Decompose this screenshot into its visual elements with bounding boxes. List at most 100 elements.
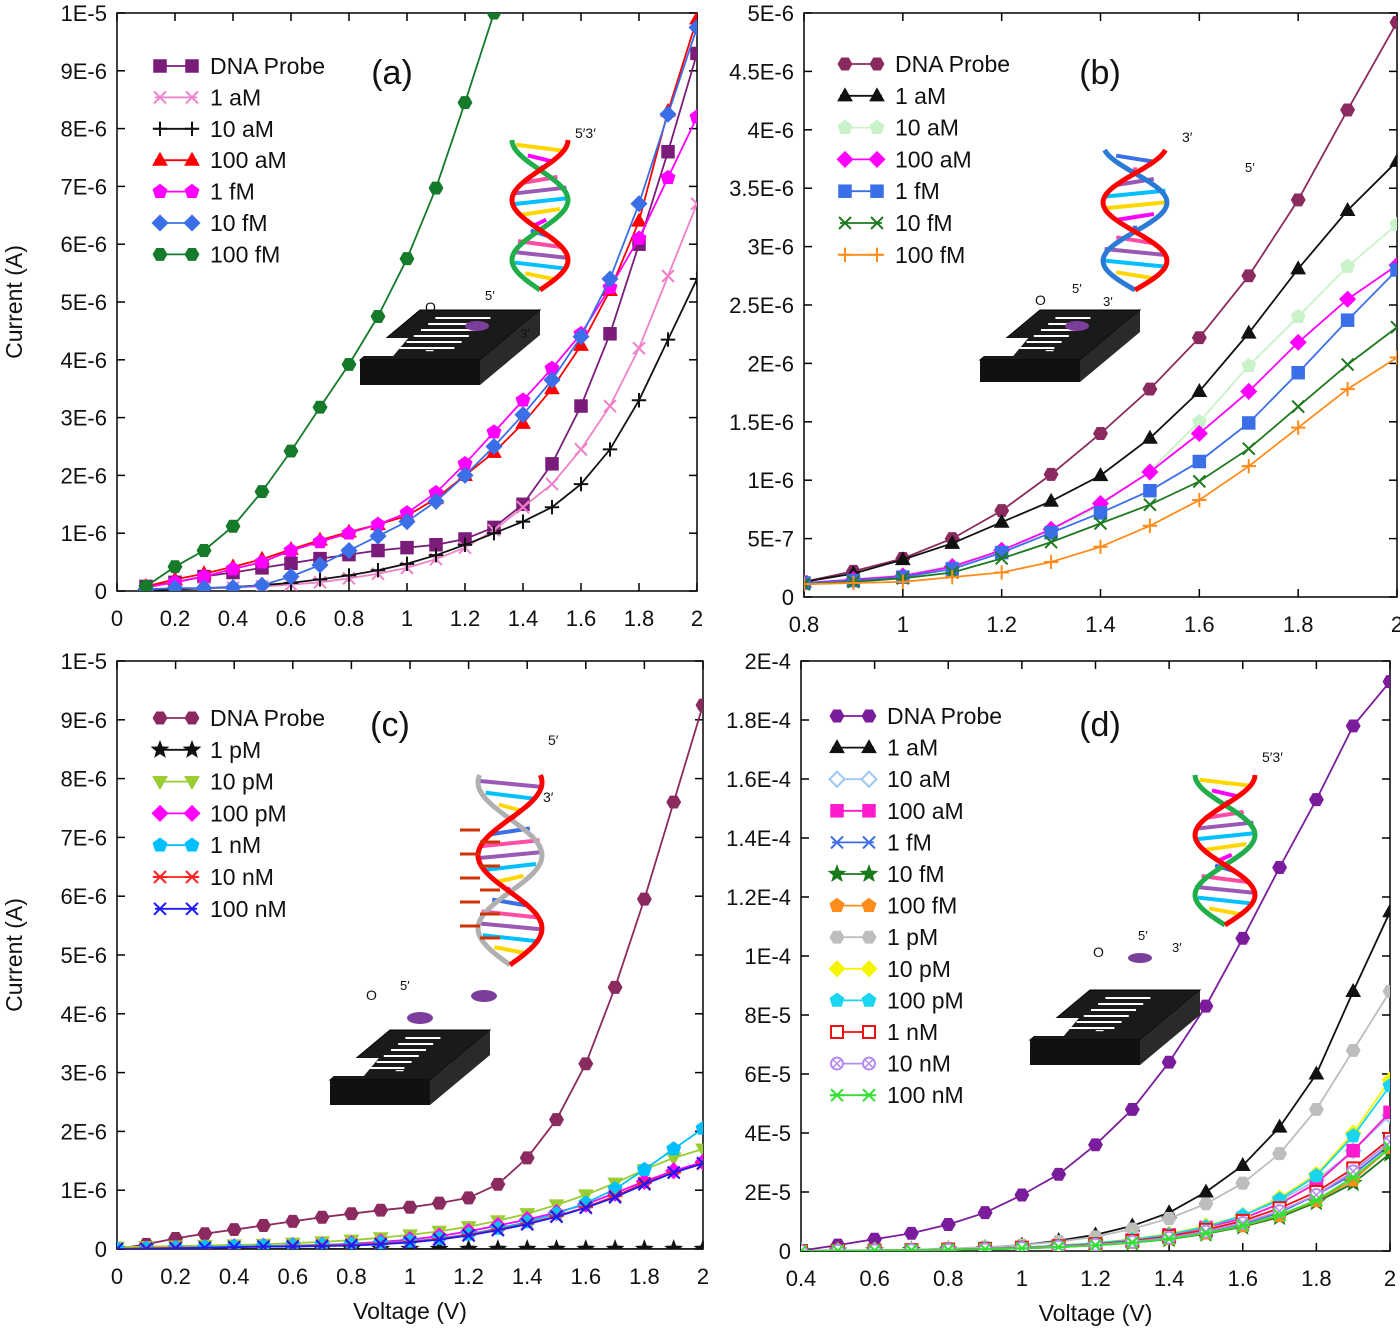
- data-point: [485, 437, 503, 456]
- data-point: [1093, 506, 1108, 520]
- data-point: [1192, 474, 1207, 489]
- data-point: [225, 519, 241, 533]
- x-tick-label: 1.6: [1184, 612, 1215, 637]
- y-tick-label: 0: [779, 1239, 791, 1264]
- data-point: [993, 513, 1010, 528]
- data-point: [1345, 1128, 1361, 1143]
- legend-item: 100 fM: [837, 242, 965, 268]
- y-tick-label: 8E-6: [61, 117, 107, 142]
- x-tick-label: 2: [1391, 612, 1400, 637]
- probe-spot: [465, 321, 489, 331]
- data-point: [1382, 903, 1390, 918]
- data-point: [227, 1240, 241, 1249]
- legend-item: DNA Probe: [152, 705, 325, 731]
- data-point: [285, 1214, 301, 1228]
- data-point: [1088, 1138, 1103, 1152]
- prime-5-label: 5′: [485, 288, 495, 303]
- data-point: [253, 576, 271, 591]
- legend-label: 1 nM: [210, 832, 261, 858]
- minus-terminal-label: −: [1045, 343, 1054, 360]
- legend-item: 100 pM: [829, 987, 964, 1013]
- y-tick-label: 1.5E-6: [729, 410, 794, 435]
- prime-3-label: 3′: [520, 326, 530, 341]
- x-tick-label: 0.6: [859, 1266, 890, 1291]
- legend-label: 100 aM: [887, 798, 964, 824]
- pad: [1033, 1018, 1079, 1036]
- data-point: [166, 579, 184, 591]
- data-point: [666, 1165, 681, 1180]
- series-group: [137, 13, 697, 591]
- data-point: [1382, 675, 1390, 689]
- data-point: [225, 561, 241, 576]
- data-point: [491, 1223, 505, 1237]
- y-tick-label: 2E-5: [745, 1180, 791, 1205]
- data-point: [1241, 269, 1257, 283]
- data-point: [311, 556, 329, 574]
- inset-b: + − O 5′ 3′ 3′ 5′: [978, 129, 1255, 382]
- data-point: [688, 18, 697, 37]
- data-point: [1241, 357, 1257, 373]
- prime-top-label: 5′: [548, 732, 559, 748]
- carbonyl-label: O: [1093, 944, 1104, 960]
- data-point: [370, 562, 386, 578]
- data-point: [994, 565, 1009, 580]
- y-tick-label: 3E-6: [748, 235, 794, 260]
- data-point: [804, 577, 811, 591]
- data-point: [634, 1239, 654, 1249]
- y-tick-label: 1E-6: [748, 468, 794, 493]
- data-point: [369, 527, 387, 545]
- data-point: [603, 327, 617, 341]
- data-point: [1192, 454, 1207, 469]
- plus-terminal-label: +: [1052, 1023, 1061, 1040]
- x-tick-label: 0.4: [786, 1266, 817, 1291]
- data-point: [515, 392, 531, 407]
- data-point: [1242, 441, 1256, 456]
- y-axis-label: Current (A): [1, 898, 27, 1012]
- legend-label: 10 pM: [887, 956, 951, 982]
- base-pair: [1104, 247, 1166, 257]
- data-point: [1339, 201, 1356, 216]
- data-point: [632, 341, 646, 355]
- data-point: [636, 1161, 652, 1176]
- data-point: [1308, 1102, 1324, 1116]
- x-tick-label: 2: [1384, 1266, 1396, 1291]
- prime-5-label: 5′: [1138, 928, 1148, 943]
- base-pair: [483, 862, 537, 872]
- base-pair: [1104, 200, 1166, 211]
- data-point: [1142, 518, 1158, 533]
- dna-strand-a: [509, 139, 571, 293]
- data-point: [1290, 260, 1307, 275]
- dna-strand-a: [1100, 148, 1170, 293]
- data-point: [486, 424, 502, 439]
- data-point: [138, 1240, 154, 1249]
- data-point: [636, 892, 652, 906]
- x-tick-label: 0.8: [933, 1266, 964, 1291]
- carbonyl-label: O: [366, 987, 377, 1003]
- legend-item: 1 nM: [830, 1019, 938, 1045]
- dna-strand-a: [475, 774, 545, 968]
- legend-label: 10 aM: [895, 115, 959, 141]
- data-point: [1308, 1167, 1324, 1183]
- data-point: [1240, 324, 1257, 339]
- base-pair: [485, 790, 535, 801]
- data-point: [1290, 420, 1306, 435]
- panel-label: (a): [371, 54, 413, 92]
- data-point: [941, 1243, 956, 1251]
- data-point: [1161, 1212, 1177, 1226]
- legend-label: 100 aM: [895, 146, 972, 172]
- data-point: [1198, 1183, 1214, 1198]
- data-point: [1043, 492, 1059, 507]
- y-tick-label: 4E-6: [748, 118, 794, 143]
- data-point: [630, 195, 648, 213]
- data-point: [601, 270, 619, 288]
- data-point: [517, 1239, 537, 1249]
- probe-spot: [471, 990, 497, 1002]
- series-line-5: [145, 27, 697, 591]
- y-tick-label: 3E-6: [61, 406, 107, 431]
- base-pair: [527, 153, 553, 164]
- base-pair: [1196, 820, 1254, 831]
- y-tick-label: 2E-6: [61, 1119, 107, 1144]
- data-point: [197, 1227, 213, 1241]
- data-point: [689, 109, 697, 124]
- base-pair: [519, 207, 561, 217]
